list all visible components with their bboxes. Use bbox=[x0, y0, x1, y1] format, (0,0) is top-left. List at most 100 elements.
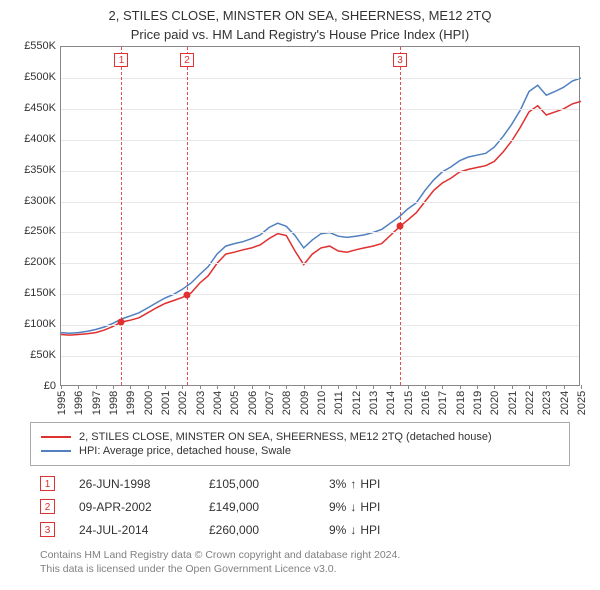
arrow-down-icon bbox=[350, 523, 356, 537]
x-axis-label: 2023 bbox=[541, 388, 553, 418]
sale-delta-suffix: HPI bbox=[360, 477, 380, 491]
series-lines bbox=[61, 47, 581, 387]
sale-delta: 3% HPI bbox=[329, 477, 380, 491]
y-gridline bbox=[61, 356, 579, 357]
x-axis-label: 2017 bbox=[437, 388, 449, 418]
y-gridline bbox=[61, 171, 579, 172]
sale-row: 3 24-JUL-2014£260,0009% HPI bbox=[30, 518, 570, 541]
y-axis-label: £100K bbox=[0, 318, 56, 330]
sale-point-dot bbox=[184, 291, 191, 298]
x-axis-label: 2007 bbox=[264, 388, 276, 418]
x-axis-label: 2004 bbox=[212, 388, 224, 418]
sale-row: 2 09-APR-2002£149,0009% HPI bbox=[30, 495, 570, 518]
x-axis-label: 2002 bbox=[177, 388, 189, 418]
sale-num-box: 3 bbox=[40, 522, 55, 537]
footer-line-1: Contains HM Land Registry data © Crown c… bbox=[40, 549, 560, 563]
x-axis-label: 1996 bbox=[73, 388, 85, 418]
x-axis-label: 2009 bbox=[299, 388, 311, 418]
sale-row: 1 26-JUN-1998£105,0003% HPI bbox=[30, 472, 570, 495]
y-axis-label: £300K bbox=[0, 195, 56, 207]
arrow-up-icon bbox=[350, 477, 356, 491]
sale-price: £149,000 bbox=[209, 500, 329, 514]
x-axis-label: 2018 bbox=[455, 388, 467, 418]
sale-num-box: 2 bbox=[40, 499, 55, 514]
y-axis-label: £150K bbox=[0, 287, 56, 299]
sale-price: £105,000 bbox=[209, 477, 329, 491]
x-axis-label: 2015 bbox=[403, 388, 415, 418]
plot-area: 1 2 3 bbox=[60, 46, 580, 386]
sale-delta: 9% HPI bbox=[329, 523, 380, 537]
x-axis-label: 2001 bbox=[160, 388, 172, 418]
x-axis-label: 2022 bbox=[524, 388, 536, 418]
sale-delta-pct: 9% bbox=[329, 500, 346, 514]
sale-vertical-line bbox=[400, 47, 401, 385]
footer-line-2: This data is licensed under the Open Gov… bbox=[40, 563, 560, 577]
sale-delta-pct: 3% bbox=[329, 477, 346, 491]
sale-vertical-line bbox=[121, 47, 122, 385]
sale-point-dot bbox=[118, 319, 125, 326]
y-gridline bbox=[61, 294, 579, 295]
y-axis-label: £200K bbox=[0, 256, 56, 268]
title-sub: Price paid vs. HM Land Registry's House … bbox=[10, 27, 590, 42]
y-axis-label: £500K bbox=[0, 71, 56, 83]
sale-marker-box: 1 bbox=[114, 53, 128, 67]
legend: 2, STILES CLOSE, MINSTER ON SEA, SHEERNE… bbox=[30, 422, 570, 466]
x-axis-label: 2000 bbox=[143, 388, 155, 418]
footer: Contains HM Land Registry data © Crown c… bbox=[30, 549, 570, 576]
sale-delta-pct: 9% bbox=[329, 523, 346, 537]
x-axis-label: 1997 bbox=[91, 388, 103, 418]
y-gridline bbox=[61, 109, 579, 110]
y-axis-label: £0 bbox=[0, 380, 56, 392]
y-axis-label: £250K bbox=[0, 225, 56, 237]
sale-point-dot bbox=[397, 223, 404, 230]
title-main: 2, STILES CLOSE, MINSTER ON SEA, SHEERNE… bbox=[10, 8, 590, 23]
sale-delta: 9% HPI bbox=[329, 500, 380, 514]
x-axis-label: 2020 bbox=[489, 388, 501, 418]
y-axis-label: £450K bbox=[0, 102, 56, 114]
legend-row-property: 2, STILES CLOSE, MINSTER ON SEA, SHEERNE… bbox=[41, 431, 559, 443]
chart: 123 £0£50K£100K£150K£200K£250K£300K£350K… bbox=[10, 46, 590, 416]
x-axis-label: 2025 bbox=[576, 388, 588, 418]
y-gridline bbox=[61, 140, 579, 141]
y-axis-label: £350K bbox=[0, 164, 56, 176]
y-gridline bbox=[61, 78, 579, 79]
x-axis-label: 2021 bbox=[507, 388, 519, 418]
y-gridline bbox=[61, 232, 579, 233]
x-axis-label: 2019 bbox=[472, 388, 484, 418]
sale-date: 26-JUN-1998 bbox=[79, 477, 209, 491]
titles: 2, STILES CLOSE, MINSTER ON SEA, SHEERNE… bbox=[0, 0, 600, 46]
x-axis-label: 2014 bbox=[385, 388, 397, 418]
sale-marker-box: 3 bbox=[393, 53, 407, 67]
x-axis-label: 2006 bbox=[247, 388, 259, 418]
sale-vertical-line bbox=[187, 47, 188, 385]
x-axis-label: 2012 bbox=[351, 388, 363, 418]
legend-line-property bbox=[41, 436, 71, 438]
arrow-down-icon bbox=[350, 500, 356, 514]
sales-table: 1 26-JUN-1998£105,0003% HPI 2 09-APR-2002£14… bbox=[30, 472, 570, 541]
x-axis-label: 1995 bbox=[56, 388, 68, 418]
page-root: 2, STILES CLOSE, MINSTER ON SEA, SHEERNE… bbox=[0, 0, 600, 576]
x-axis-label: 2013 bbox=[368, 388, 380, 418]
legend-label-hpi: HPI: Average price, detached house, Swal… bbox=[79, 445, 291, 457]
sale-date: 09-APR-2002 bbox=[79, 500, 209, 514]
x-axis-label: 1998 bbox=[108, 388, 120, 418]
y-gridline bbox=[61, 202, 579, 203]
sale-delta-suffix: HPI bbox=[360, 500, 380, 514]
y-axis-label: £400K bbox=[0, 133, 56, 145]
y-axis-label: £50K bbox=[0, 349, 56, 361]
legend-line-hpi bbox=[41, 450, 71, 452]
sale-delta-suffix: HPI bbox=[360, 523, 380, 537]
x-axis-label: 2003 bbox=[195, 388, 207, 418]
sale-date: 24-JUL-2014 bbox=[79, 523, 209, 537]
sale-marker-box: 2 bbox=[180, 53, 194, 67]
x-axis-label: 2011 bbox=[333, 388, 345, 418]
y-axis-label: £550K bbox=[0, 40, 56, 52]
x-axis-label: 2005 bbox=[229, 388, 241, 418]
x-axis-label: 1999 bbox=[125, 388, 137, 418]
x-axis-label: 2010 bbox=[316, 388, 328, 418]
x-axis-label: 2024 bbox=[559, 388, 571, 418]
sale-num-box: 1 bbox=[40, 476, 55, 491]
legend-label-property: 2, STILES CLOSE, MINSTER ON SEA, SHEERNE… bbox=[79, 431, 492, 443]
sale-price: £260,000 bbox=[209, 523, 329, 537]
x-axis-label: 2008 bbox=[281, 388, 293, 418]
